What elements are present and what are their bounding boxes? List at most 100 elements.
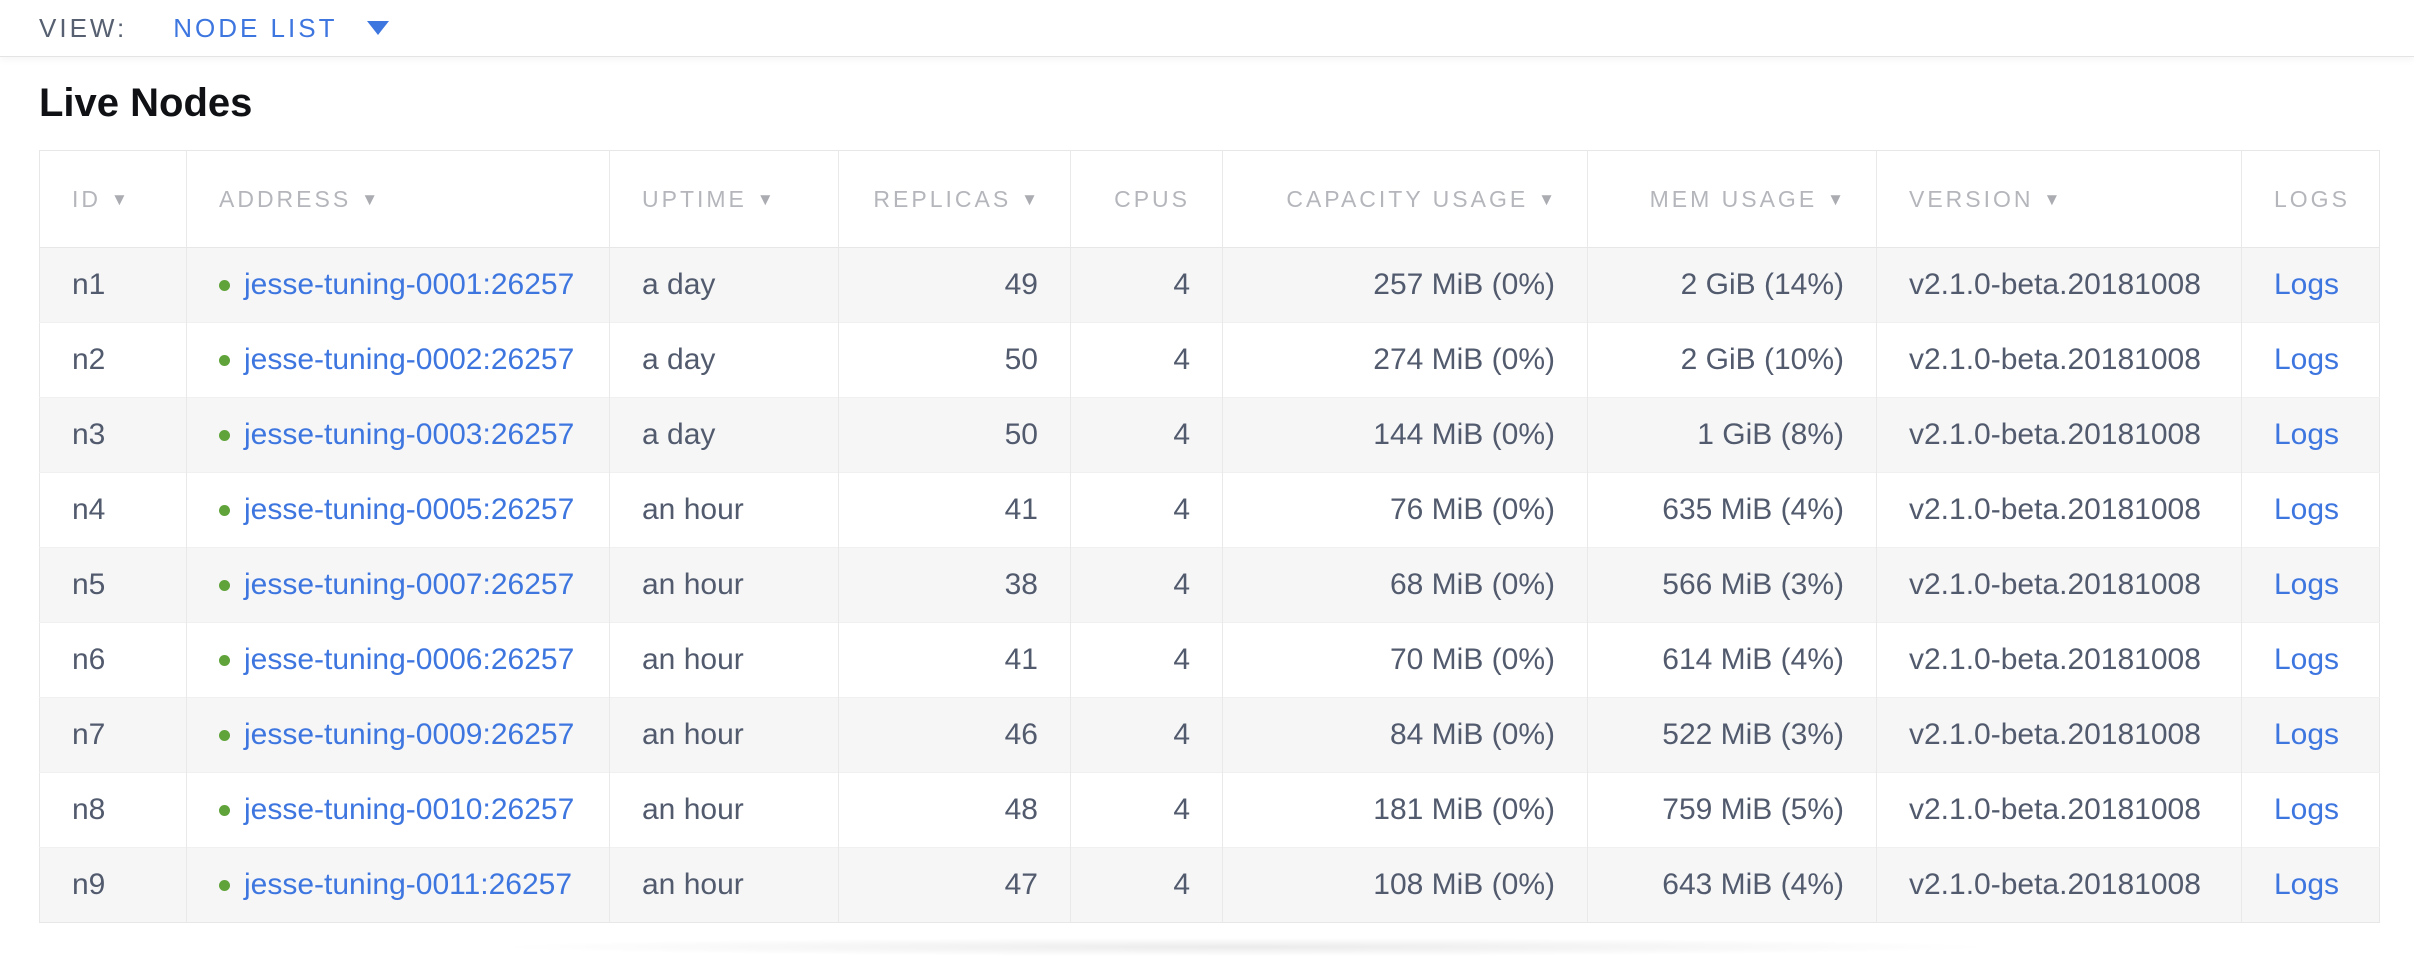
node-row-n7: n7 jesse-tuning-0009:26257 an hour 46 4 84 Mi… — [39, 697, 2380, 773]
sort-desc-icon: ▼ — [1538, 189, 1555, 209]
node-address-cell: jesse-tuning-0011:26257 — [186, 847, 610, 923]
sort-desc-icon: ▼ — [2043, 189, 2061, 209]
node-version-cell: v2.1.0-beta.20181008 — [1876, 547, 2242, 623]
column-header-version[interactable]: VERSION ▼ — [1876, 150, 2242, 248]
column-header-label: REPLICAS — [873, 185, 1012, 212]
node-capacity-cell: 144 MiB (0%) — [1222, 397, 1588, 473]
node-uptime-cell: an hour — [609, 472, 839, 548]
table-header: ID ▼ ADDRESS ▼ UPTIME ▼ REPLICAS ▼ CPUS CAPACITY … — [39, 150, 2380, 248]
column-header-label: CPUS — [1114, 185, 1190, 212]
node-logs-link[interactable]: Logs — [2274, 568, 2340, 601]
node-version-cell: v2.1.0-beta.20181008 — [1876, 697, 2242, 773]
sort-desc-icon: ▼ — [361, 189, 379, 209]
node-address-cell: jesse-tuning-0009:26257 — [186, 697, 610, 773]
node-logs-link[interactable]: Logs — [2274, 418, 2340, 451]
table-body: n1 jesse-tuning-0001:26257 a day 49 4 257 MiB… — [39, 247, 2380, 923]
node-status-healthy-icon — [219, 355, 230, 366]
node-cpus-cell: 4 — [1070, 772, 1223, 848]
table-header-row: ID ▼ ADDRESS ▼ UPTIME ▼ REPLICAS ▼ CPUS CAPACITY … — [39, 150, 2380, 248]
node-logs-cell: Logs — [2241, 247, 2380, 323]
node-id-cell: n9 — [72, 868, 106, 901]
node-mem-cell: 759 MiB (5%) — [1587, 772, 1877, 848]
node-logs-link[interactable]: Logs — [2274, 493, 2340, 526]
node-replicas-cell: 48 — [838, 772, 1071, 848]
node-replicas-cell: 41 — [838, 622, 1071, 698]
node-address-link[interactable]: jesse-tuning-0002:26257 — [244, 343, 575, 376]
node-logs-link[interactable]: Logs — [2274, 793, 2340, 826]
node-status-healthy-icon — [219, 430, 230, 441]
node-uptime-cell: an hour — [609, 772, 839, 848]
node-address-link[interactable]: jesse-tuning-0005:26257 — [244, 493, 575, 526]
node-id-cell: n1 — [72, 268, 106, 301]
node-logs-link[interactable]: Logs — [2274, 868, 2340, 901]
node-row-n3: n3 jesse-tuning-0003:26257 a day 50 4 144 MiB… — [39, 397, 2380, 473]
node-row-n2: n2 jesse-tuning-0002:26257 a day 50 4 274 MiB… — [39, 322, 2380, 398]
node-logs-cell: Logs — [2241, 547, 2380, 623]
node-uptime-cell: a day — [609, 247, 839, 323]
node-address-link[interactable]: jesse-tuning-0006:26257 — [244, 643, 575, 676]
node-row-n9: n9 jesse-tuning-0011:26257 an hour 47 4 108 M… — [39, 847, 2380, 923]
node-capacity-cell: 257 MiB (0%) — [1222, 247, 1588, 323]
node-replicas-cell: 47 — [838, 847, 1071, 923]
column-header-capacity[interactable]: CAPACITY USAGE ▼ — [1222, 150, 1588, 248]
node-uptime-cell: a day — [609, 322, 839, 398]
node-logs-link[interactable]: Logs — [2274, 718, 2340, 751]
node-logs-cell: Logs — [2241, 697, 2380, 773]
node-version-cell: v2.1.0-beta.20181008 — [1876, 247, 2242, 323]
column-header-logs: LOGS — [2241, 150, 2380, 248]
page-title: Live Nodes — [39, 81, 253, 125]
node-replicas-cell: 38 — [838, 547, 1071, 623]
node-cpus-cell: 4 — [1070, 472, 1223, 548]
node-status-healthy-icon — [219, 880, 230, 891]
column-header-uptime[interactable]: UPTIME ▼ — [609, 150, 839, 248]
node-row-n4: n4 jesse-tuning-0005:26257 an hour 41 4 76 Mi… — [39, 472, 2380, 548]
node-mem-cell: 522 MiB (3%) — [1587, 697, 1877, 773]
node-id-cell: n2 — [72, 343, 106, 376]
node-uptime-cell: a day — [609, 397, 839, 473]
column-header-mem[interactable]: MEM USAGE ▼ — [1587, 150, 1877, 248]
node-address-cell: jesse-tuning-0010:26257 — [186, 772, 610, 848]
node-capacity-cell: 274 MiB (0%) — [1222, 322, 1588, 398]
node-address-link[interactable]: jesse-tuning-0007:26257 — [244, 568, 575, 601]
node-logs-cell: Logs — [2241, 772, 2380, 848]
node-status-healthy-icon — [219, 655, 230, 666]
node-capacity-cell: 70 MiB (0%) — [1222, 622, 1588, 698]
node-status-healthy-icon — [219, 505, 230, 516]
node-status-healthy-icon — [219, 280, 230, 291]
node-id-cell: n7 — [72, 718, 106, 751]
view-bar: VIEW: NODE LIST — [0, 0, 2414, 57]
node-uptime-cell: an hour — [609, 847, 839, 923]
node-address-cell: jesse-tuning-0001:26257 — [186, 247, 610, 323]
node-id-cell: n5 — [72, 568, 106, 601]
node-capacity-cell: 68 MiB (0%) — [1222, 547, 1588, 623]
node-id-cell: n6 — [72, 643, 106, 676]
column-header-label: LOGS — [2274, 185, 2350, 212]
view-label: VIEW: — [39, 12, 128, 43]
node-cpus-cell: 4 — [1070, 547, 1223, 623]
node-address-link[interactable]: jesse-tuning-0009:26257 — [244, 718, 575, 751]
sort-desc-icon: ▼ — [1021, 189, 1038, 209]
node-logs-link[interactable]: Logs — [2274, 643, 2340, 676]
sort-desc-icon: ▼ — [111, 189, 128, 209]
node-mem-cell: 635 MiB (4%) — [1587, 472, 1877, 548]
node-address-cell: jesse-tuning-0006:26257 — [186, 622, 610, 698]
node-id-cell: n8 — [72, 793, 106, 826]
node-mem-cell: 643 MiB (4%) — [1587, 847, 1877, 923]
node-uptime-cell: an hour — [609, 697, 839, 773]
node-replicas-cell: 46 — [838, 697, 1071, 773]
node-logs-link[interactable]: Logs — [2274, 343, 2340, 376]
node-address-link[interactable]: jesse-tuning-0001:26257 — [244, 268, 575, 301]
node-address-link[interactable]: jesse-tuning-0010:26257 — [244, 793, 575, 826]
column-header-replicas[interactable]: REPLICAS ▼ — [838, 150, 1071, 248]
view-selector-dropdown[interactable]: NODE LIST — [173, 12, 390, 44]
column-header-address[interactable]: ADDRESS ▼ — [186, 150, 610, 248]
node-mem-cell: 2 GiB (10%) — [1587, 322, 1877, 398]
node-address-link[interactable]: jesse-tuning-0003:26257 — [244, 418, 575, 451]
view-selected-value: NODE LIST — [173, 12, 338, 43]
node-row-n1: n1 jesse-tuning-0001:26257 a day 49 4 257 MiB… — [39, 247, 2380, 323]
column-header-id[interactable]: ID ▼ — [39, 150, 187, 248]
node-replicas-cell: 49 — [838, 247, 1071, 323]
node-address-link[interactable]: jesse-tuning-0011:26257 — [244, 868, 573, 901]
node-logs-cell: Logs — [2241, 397, 2380, 473]
node-logs-link[interactable]: Logs — [2274, 268, 2340, 301]
